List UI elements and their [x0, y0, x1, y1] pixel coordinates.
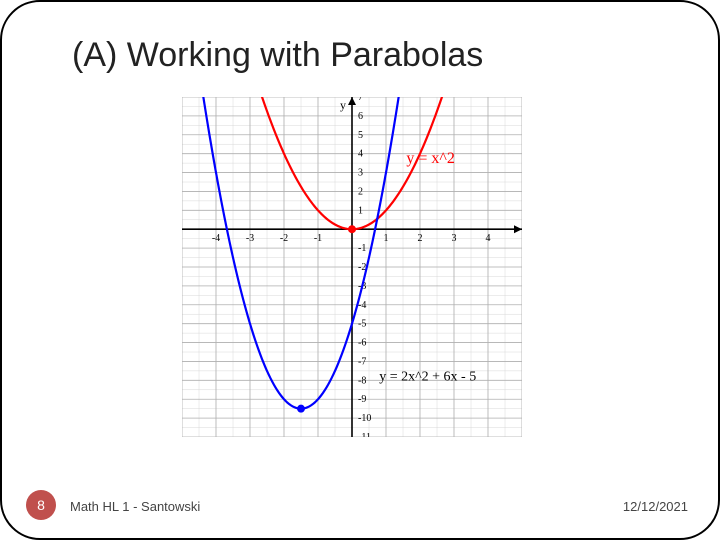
- svg-text:7: 7: [358, 97, 363, 103]
- svg-text:4: 4: [358, 149, 363, 160]
- footer-date: 12/12/2021: [623, 499, 688, 514]
- svg-text:-6: -6: [358, 338, 366, 349]
- svg-text:3: 3: [358, 168, 363, 179]
- svg-text:-1: -1: [358, 243, 366, 254]
- svg-text:2: 2: [418, 233, 423, 244]
- page-number-badge: 8: [26, 490, 56, 520]
- svg-text:-2: -2: [280, 233, 288, 244]
- svg-text:4: 4: [486, 233, 491, 244]
- svg-text:2: 2: [358, 186, 363, 197]
- svg-text:-7: -7: [358, 356, 366, 367]
- footer-text: Math HL 1 - Santowski: [70, 499, 200, 514]
- page-title: (A) Working with Parabolas: [72, 36, 483, 75]
- svg-text:-4: -4: [212, 233, 220, 244]
- chart-svg: -4-3-2-11234-11-10-9-8-7-6-5-4-3-2-11234…: [182, 97, 522, 437]
- svg-text:3: 3: [452, 233, 457, 244]
- svg-text:1: 1: [384, 233, 389, 244]
- svg-text:-10: -10: [358, 413, 371, 424]
- svg-text:-1: -1: [314, 233, 322, 244]
- svg-text:-8: -8: [358, 375, 366, 386]
- svg-text:-3: -3: [246, 233, 254, 244]
- svg-text:y = x^2: y = x^2: [406, 150, 455, 167]
- svg-text:1: 1: [358, 205, 363, 216]
- svg-text:-5: -5: [358, 319, 366, 330]
- svg-text:y = 2x^2 + 6x - 5: y = 2x^2 + 6x - 5: [379, 369, 476, 384]
- slide-frame: (A) Working with Parabolas -4-3-2-11234-…: [0, 0, 720, 540]
- svg-text:-9: -9: [358, 394, 366, 405]
- svg-text:y: y: [340, 98, 346, 112]
- parabola-chart: -4-3-2-11234-11-10-9-8-7-6-5-4-3-2-11234…: [182, 97, 522, 437]
- svg-text:-11: -11: [358, 432, 371, 437]
- footer: 8 Math HL 1 - Santowski 12/12/2021: [2, 490, 718, 520]
- svg-text:6: 6: [358, 111, 363, 122]
- svg-text:5: 5: [358, 130, 363, 141]
